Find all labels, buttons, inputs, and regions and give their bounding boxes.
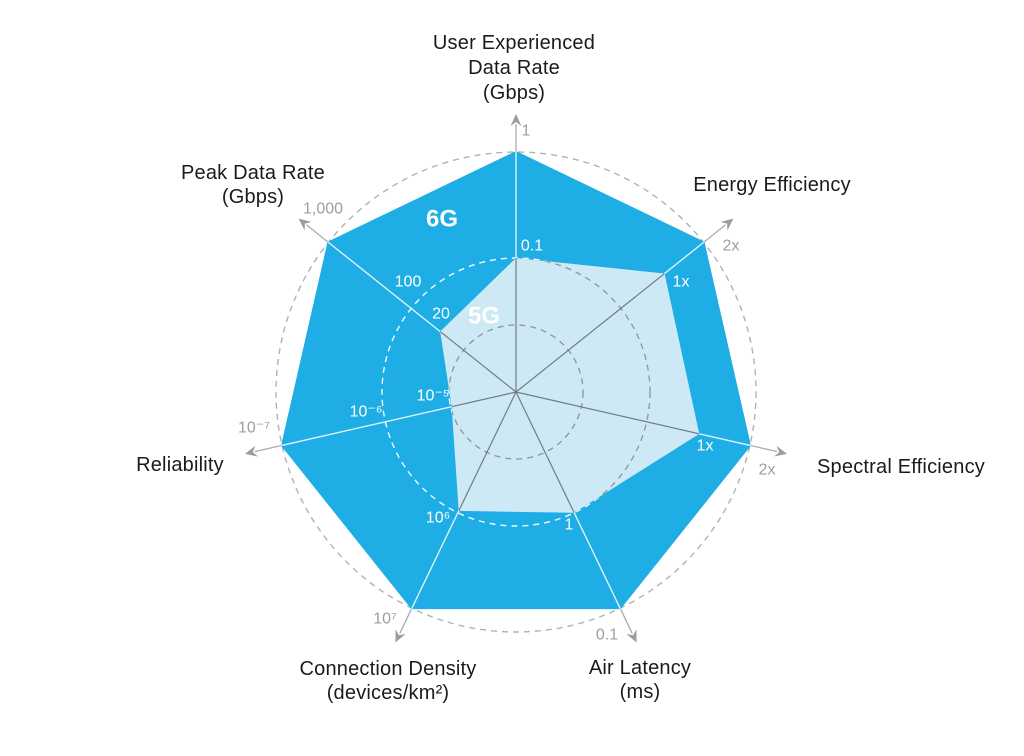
peak-data-rate-axis-title: (Gbps) bbox=[222, 186, 284, 208]
air-latency-axis-title: (ms) bbox=[620, 681, 661, 703]
grid-ring-outer bbox=[275, 151, 757, 633]
series-label-5g: 5G bbox=[468, 302, 500, 329]
air-latency-tick-label: 0.1 bbox=[596, 627, 618, 644]
air-latency-tick-label: 1 bbox=[565, 517, 574, 534]
axis-line bbox=[440, 391, 517, 453]
energy-efficiency-tick-label: 2x bbox=[723, 238, 740, 255]
peak-data-rate-tick-label: 1,000 bbox=[303, 201, 343, 218]
connection-density-tick-label: 10⁶ bbox=[426, 510, 450, 527]
reliability-tick-label: 10⁻⁶ bbox=[350, 404, 383, 421]
spectral-efficiency-tick-label: 1x bbox=[697, 438, 714, 455]
series-label-6g: 6G bbox=[426, 205, 458, 232]
peak-data-rate-axis-title: Peak Data Rate bbox=[181, 162, 325, 184]
user-experienced-data-rate-tick-label: 0.1 bbox=[521, 238, 543, 255]
reliability-tick-label: 10⁻⁵ bbox=[417, 388, 450, 405]
reliability-axis-title: Reliability bbox=[136, 454, 224, 476]
axis-line bbox=[515, 391, 633, 513]
user-experienced-data-rate-axis-title: User Experienced bbox=[433, 32, 595, 54]
connection-density-axis-title: (devices/km²) bbox=[327, 682, 450, 704]
axis-line bbox=[515, 258, 700, 393]
axis-arrow-icon bbox=[626, 629, 637, 643]
user-experienced-data-rate-axis-title: Data Rate bbox=[468, 57, 560, 79]
energy-efficiency-tick-label: 1x bbox=[673, 274, 690, 291]
axis-line bbox=[440, 258, 517, 393]
grid-ring bbox=[440, 258, 651, 513]
axis-arrow-icon bbox=[720, 218, 734, 231]
energy-efficiency-axis-title: Energy Efficiency bbox=[693, 174, 851, 196]
spectral-efficiency-tick-label: 2x bbox=[759, 462, 776, 479]
connection-density-axis-title: Connection Density bbox=[299, 658, 476, 680]
air-latency-axis-title: Air Latency bbox=[589, 657, 691, 679]
peak-data-rate-tick-label: 100 bbox=[395, 274, 422, 291]
spectral-efficiency-axis-title: Spectral Efficiency bbox=[817, 456, 985, 478]
axis-line bbox=[515, 391, 700, 453]
axis-arrow-icon bbox=[244, 445, 258, 457]
axis-arrow-icon bbox=[510, 114, 522, 126]
axis-arrow-icon bbox=[395, 629, 406, 643]
peak-data-rate-tick-label: 20 bbox=[432, 306, 450, 323]
5g-polygon bbox=[440, 258, 700, 513]
user-experienced-data-rate-tick-label: 1 bbox=[522, 123, 531, 140]
connection-density-tick-label: 10⁷ bbox=[373, 611, 397, 628]
reliability-tick-label: 10⁻⁷ bbox=[238, 420, 270, 437]
labels-layer: 1 0.1 2x 1x 2x 1x 0.1 1 10⁷ 10⁶ 10⁻⁷ 10⁻⁶ 10⁻⁵ 1,000 1… bbox=[136, 32, 985, 704]
axis-arrow-icon bbox=[298, 218, 312, 231]
axis-line bbox=[440, 391, 517, 513]
user-experienced-data-rate-axis-title: (Gbps) bbox=[483, 82, 545, 104]
axis-arrow-icon bbox=[774, 445, 788, 457]
